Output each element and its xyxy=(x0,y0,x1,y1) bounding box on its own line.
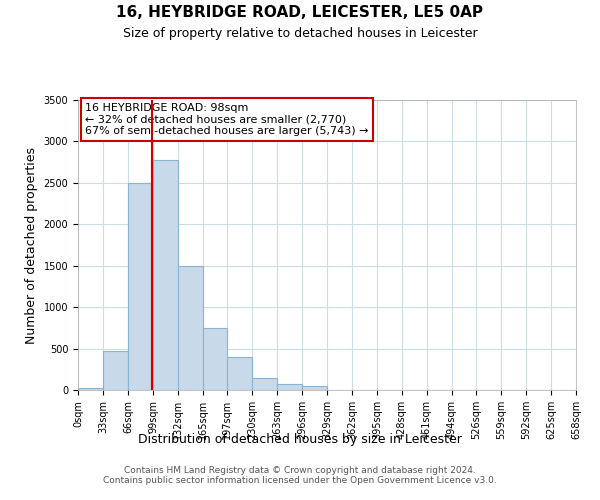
Bar xyxy=(252,378,277,390)
Bar xyxy=(203,328,227,390)
Bar xyxy=(128,183,153,390)
Bar xyxy=(103,351,128,390)
Text: 16, HEYBRIDGE ROAD, LEICESTER, LE5 0AP: 16, HEYBRIDGE ROAD, LEICESTER, LE5 0AP xyxy=(116,5,484,20)
Bar xyxy=(78,388,103,390)
Bar xyxy=(178,266,203,390)
Bar xyxy=(227,357,252,390)
Y-axis label: Number of detached properties: Number of detached properties xyxy=(25,146,38,344)
Bar xyxy=(302,386,327,390)
Text: Contains HM Land Registry data © Crown copyright and database right 2024.
Contai: Contains HM Land Registry data © Crown c… xyxy=(103,466,497,485)
Text: Distribution of detached houses by size in Leicester: Distribution of detached houses by size … xyxy=(138,432,462,446)
Bar xyxy=(277,384,302,390)
Text: 16 HEYBRIDGE ROAD: 98sqm
← 32% of detached houses are smaller (2,770)
67% of sem: 16 HEYBRIDGE ROAD: 98sqm ← 32% of detach… xyxy=(85,103,369,136)
Bar xyxy=(153,160,178,390)
Text: Size of property relative to detached houses in Leicester: Size of property relative to detached ho… xyxy=(122,28,478,40)
